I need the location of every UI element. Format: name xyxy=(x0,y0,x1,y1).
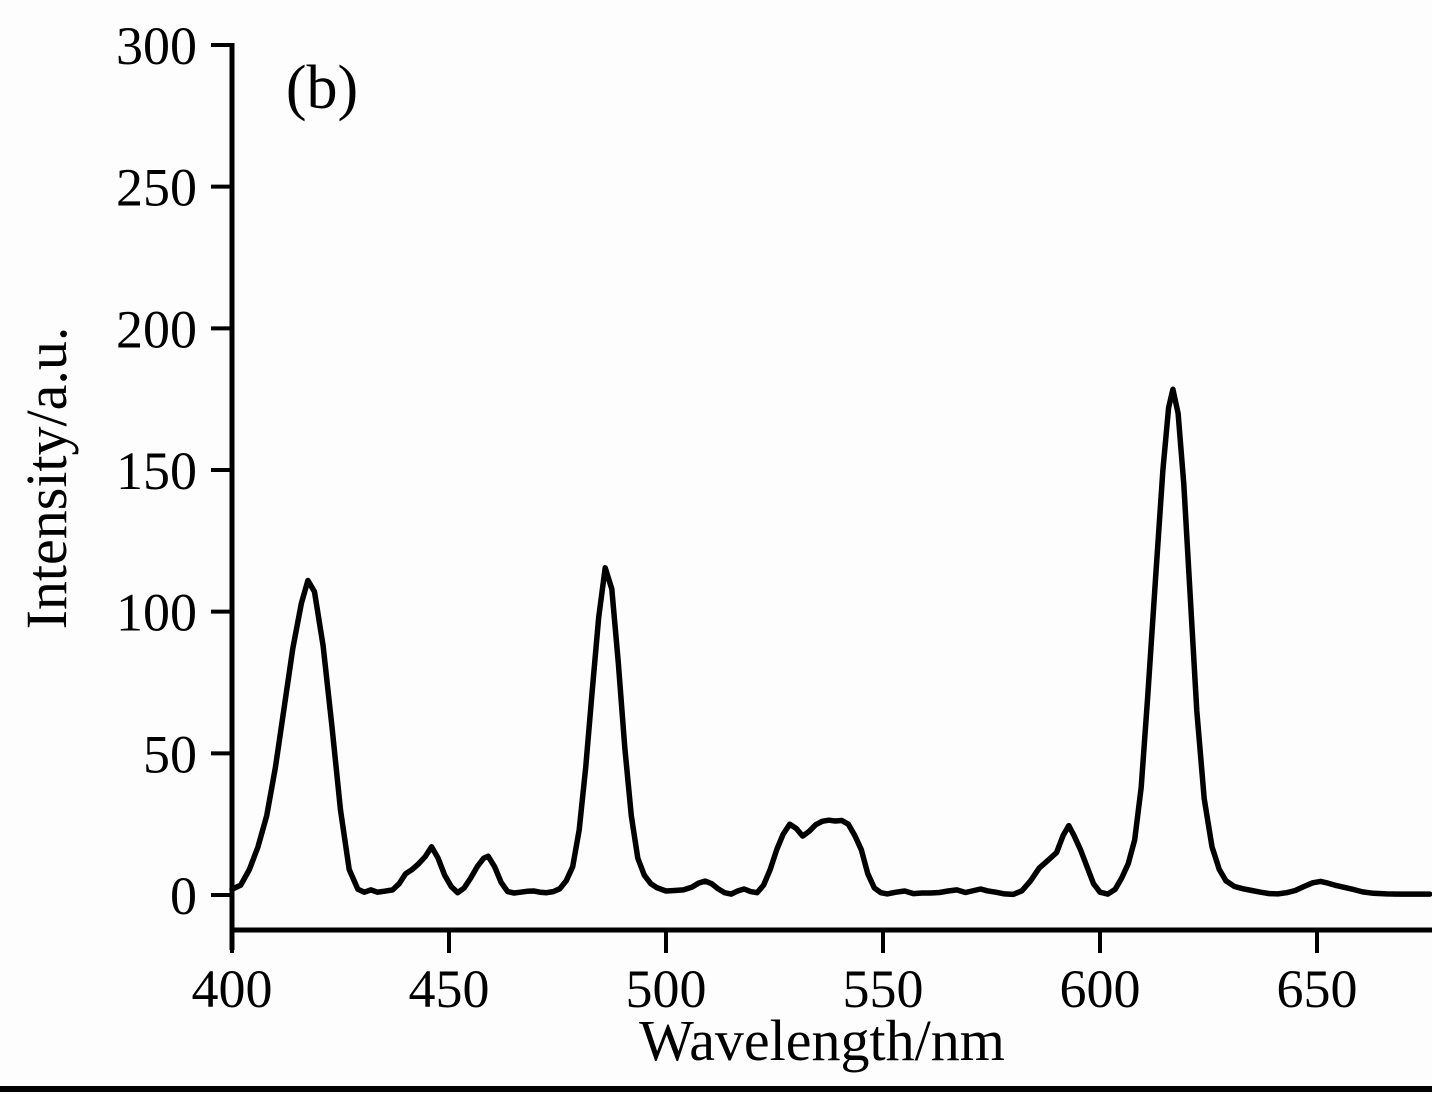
x-tick-label: 650 xyxy=(1277,959,1358,1019)
y-axis-ticks xyxy=(211,43,232,897)
x-tick-label: 500 xyxy=(626,959,707,1019)
y-tick-label: 0 xyxy=(170,866,197,926)
x-tick-label: 400 xyxy=(192,959,273,1019)
y-tick-label: 200 xyxy=(116,299,197,359)
x-axis-title: Wavelength/nm xyxy=(639,1008,1005,1073)
panel-label: (b) xyxy=(286,54,358,122)
y-axis-title: Intensity/a.u. xyxy=(14,327,79,630)
y-tick-label: 150 xyxy=(116,441,197,501)
spectrum-curve xyxy=(229,386,1432,898)
y-tick-label: 300 xyxy=(116,16,197,76)
y-tick-label: 250 xyxy=(116,158,197,218)
y-tick-label: 50 xyxy=(143,724,197,784)
figure-bottom-border xyxy=(0,1086,1432,1092)
y-tick-label: 100 xyxy=(116,583,197,643)
x-tick-label: 550 xyxy=(843,959,924,1019)
y-axis-tick-labels: 0 50 100 150 200 250 300 xyxy=(116,16,197,926)
x-tick-label: 450 xyxy=(409,959,490,1019)
x-axis-ticks xyxy=(230,932,1319,953)
x-tick-label: 600 xyxy=(1060,959,1141,1019)
x-axis-tick-labels: 400 450 500 550 600 650 xyxy=(192,959,1358,1019)
